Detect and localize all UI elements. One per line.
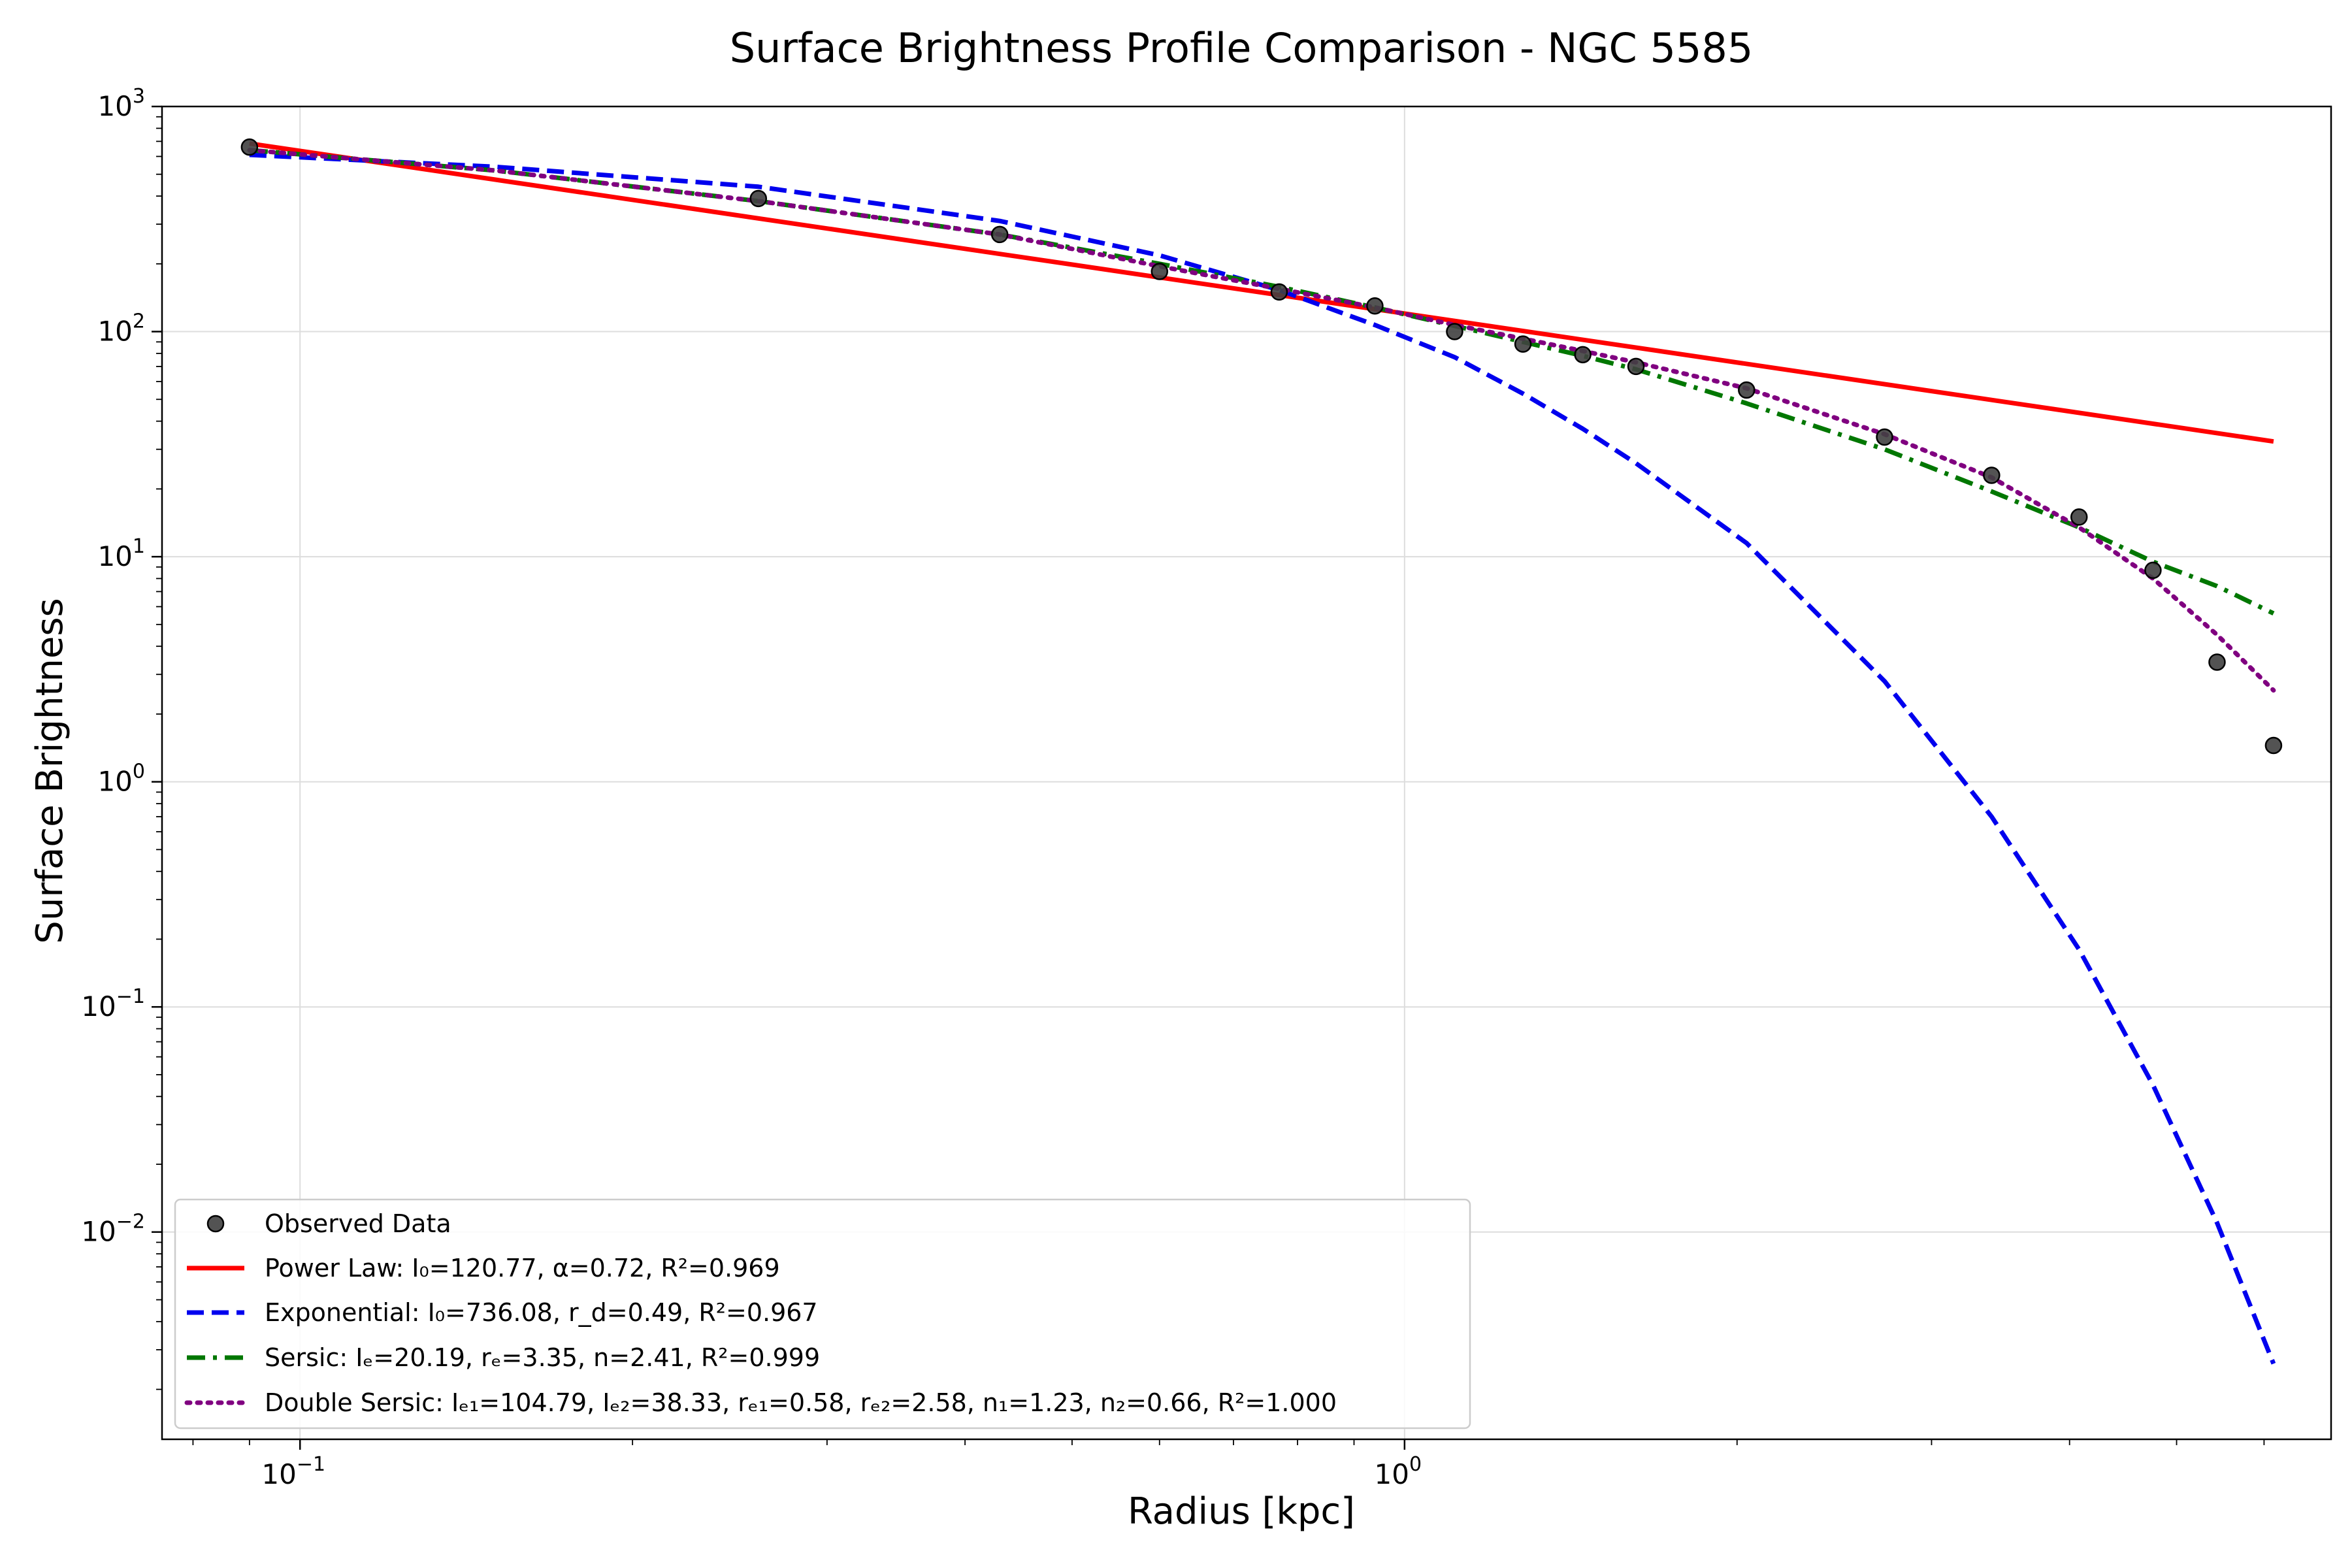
y-tick-label: 10−1 [81,985,145,1022]
legend-box [174,1198,1471,1429]
series-line-1 [249,141,2274,444]
x-tick-label: 10−1 [261,1453,325,1490]
y-tick-label: 10−2 [81,1211,145,1248]
observed-data-point [2144,561,2162,580]
observed-data-point [1514,335,1532,353]
y-tick-label: 102 [97,310,145,348]
observed-data-point [1574,346,1592,364]
observed-data-point [749,189,768,208]
series-line-2 [249,152,2276,1365]
legend: Observed Data Power Law: I₀=120.77, α=0.7… [174,1198,1471,1429]
chart-title: Surface Brightness Profile Comparison - … [730,24,1754,72]
observed-data-point [240,138,259,156]
observed-data-point [2070,508,2088,526]
observed-data-point [1270,283,1288,301]
observed-data-point [990,225,1009,244]
observed-data-point [1151,263,1169,280]
observed-data-point [1627,357,1645,376]
legend-label-2: Exponential: I₀=736.08, r_d=0.49, R²=0.9… [265,1298,818,1327]
legend-label-4: Double Sersic: Iₑ₁=104.79, Iₑ₂=38.33, rₑ… [265,1388,1337,1417]
y-tick-label: 103 [97,85,145,122]
observed-data-point [1876,428,1893,446]
observed-data-point [1446,323,1463,340]
legend-label-0: Observed Data [265,1209,451,1238]
axis-ticks: 10−1 100 103 102 101 100 10−1 10−2 [81,85,2265,1490]
y-tick-label: 101 [97,535,145,572]
x-tick-label: 100 [1375,1453,1422,1490]
observed-data-point [1366,297,1384,315]
observed-data-point [2208,653,2226,671]
series-line-4 [247,148,2276,693]
legend-marker-observed [206,1215,225,1233]
observed-data-point [2264,736,2283,755]
observed-data-point [1983,466,2001,484]
x-axis-label: Radius [kpc] [1128,1490,1355,1533]
legend-label-1: Power Law: I₀=120.77, α=0.72, R²=0.969 [265,1254,780,1282]
y-axis-label: Surface Brightness [29,598,71,943]
plot-frame [161,105,2332,1441]
legend-label-3: Sersic: Iₑ=20.19, rₑ=3.35, n=2.41, R²=0.… [265,1343,820,1372]
y-tick-label: 100 [97,760,145,798]
observed-data-point [1738,381,1756,399]
series-layer [240,138,2283,1365]
